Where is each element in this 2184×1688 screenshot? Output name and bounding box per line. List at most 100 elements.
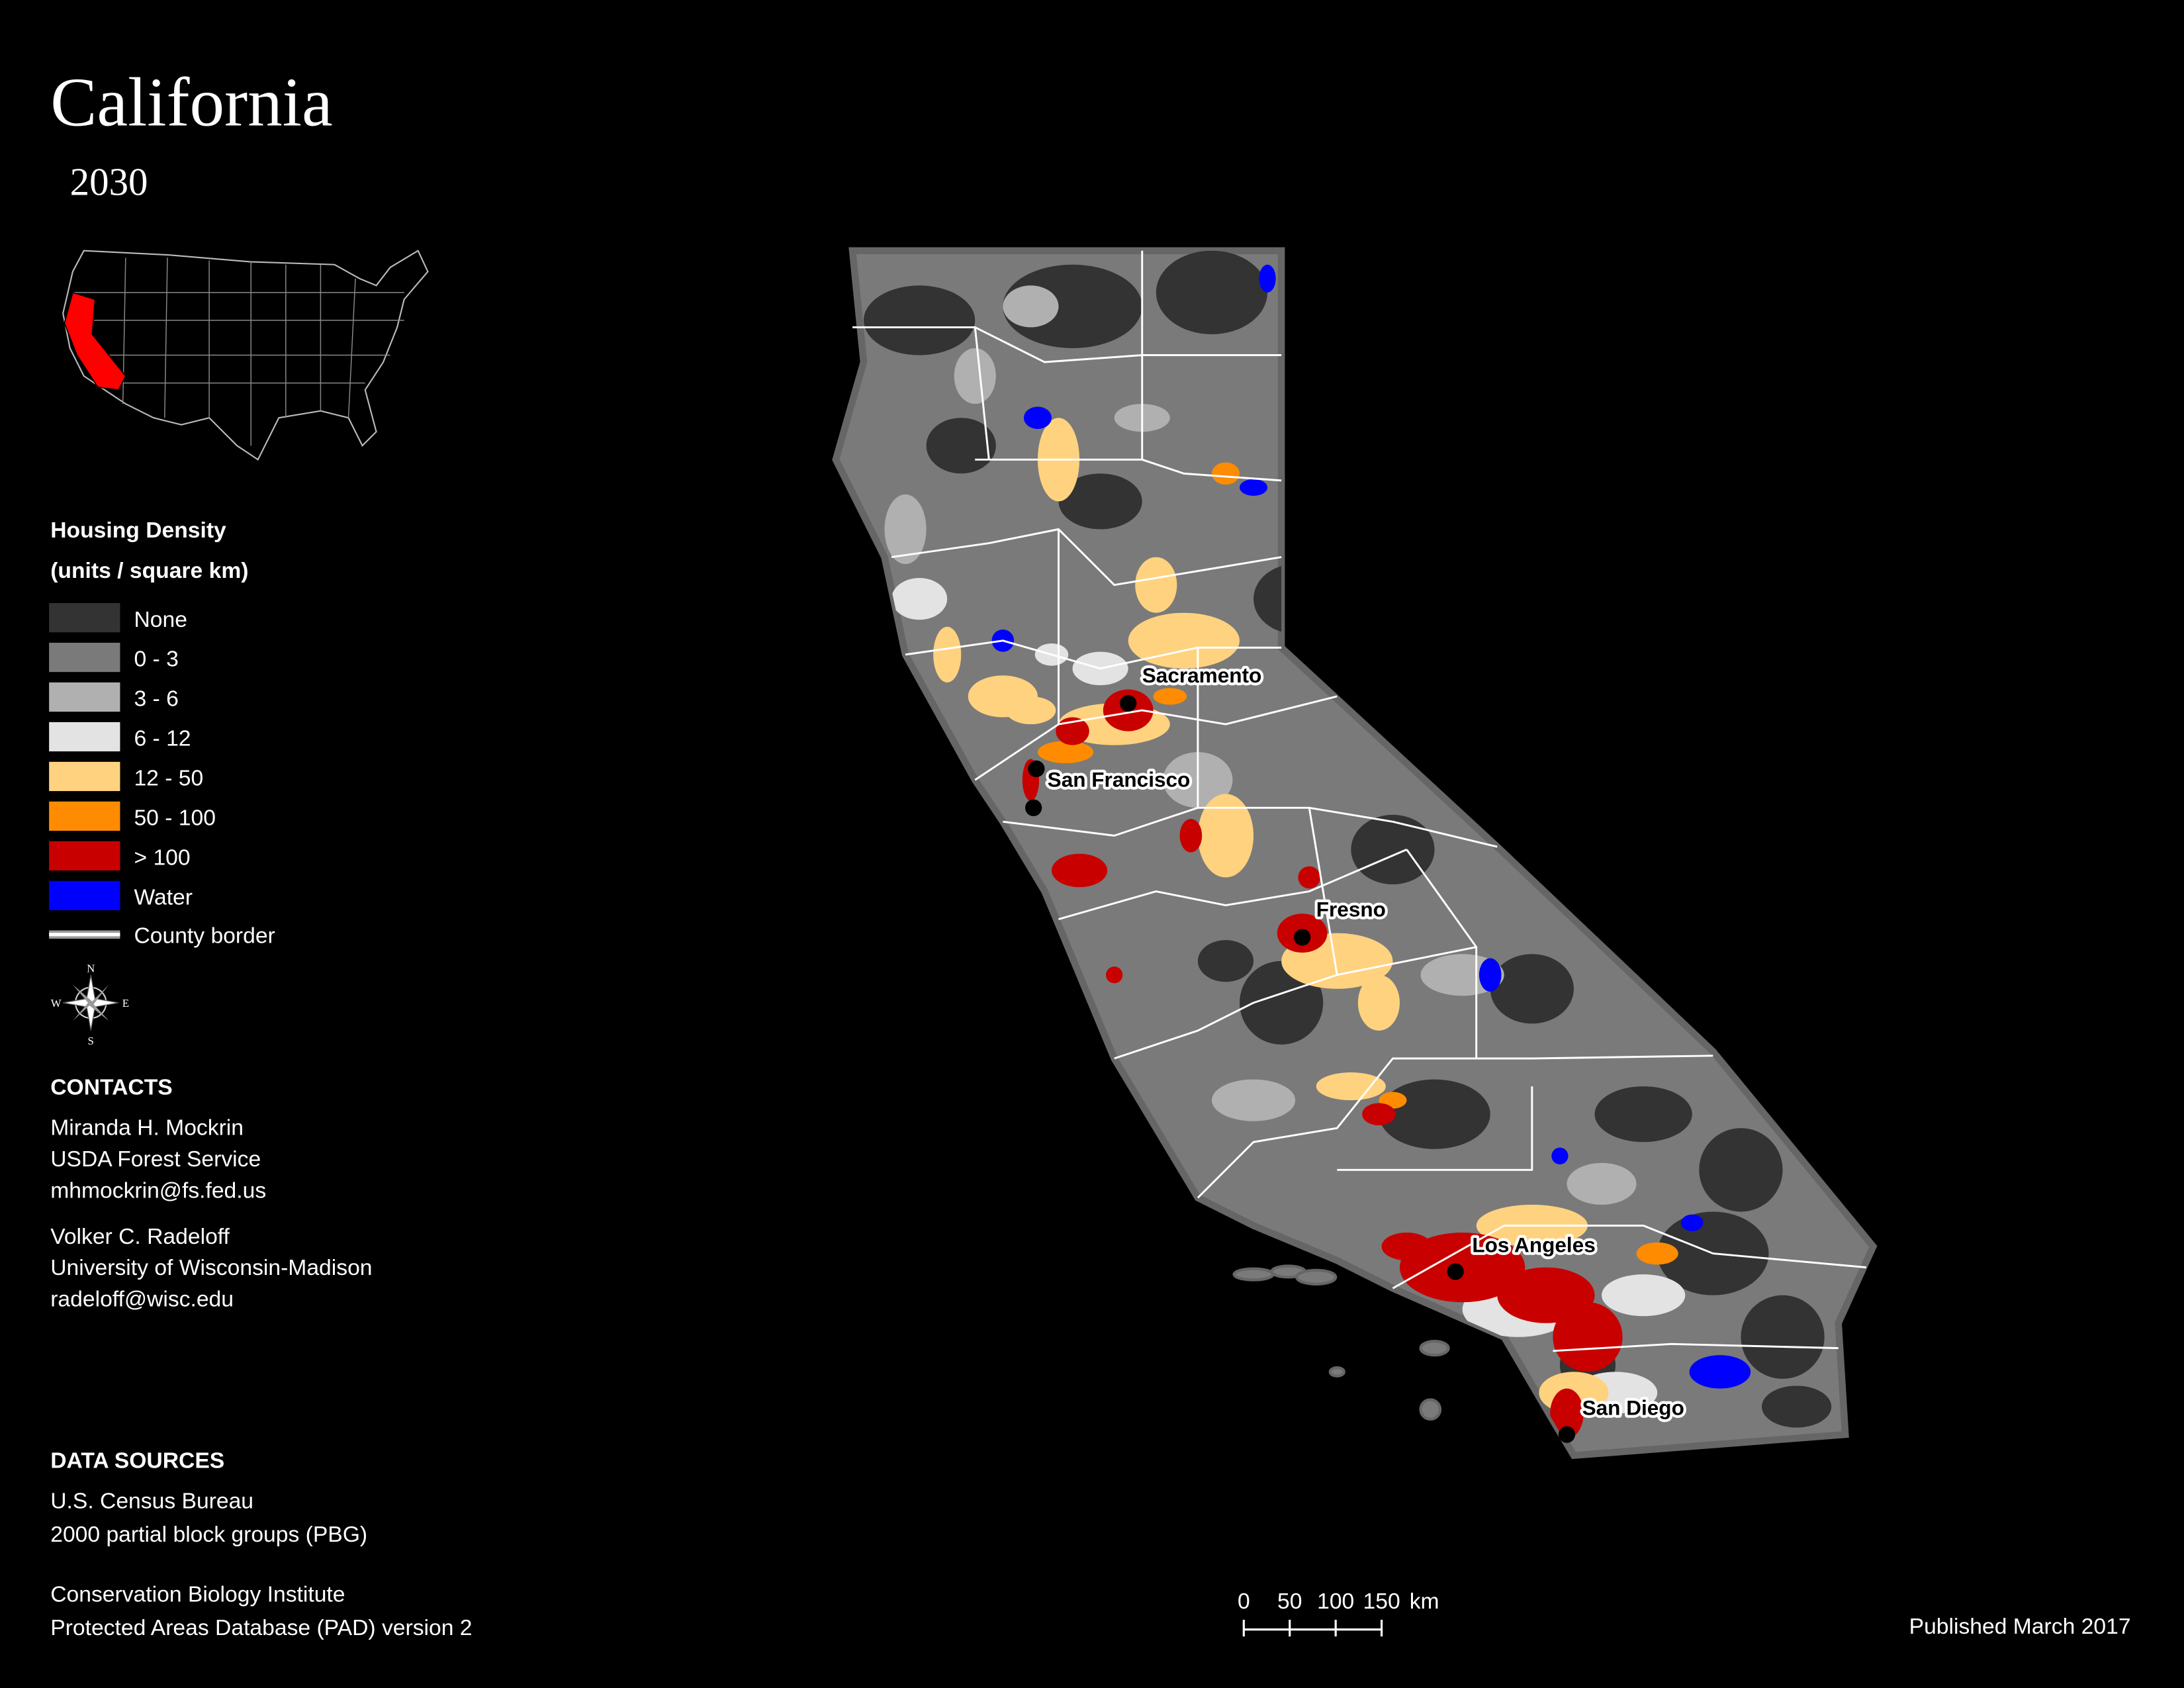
density-area xyxy=(1211,1079,1296,1121)
density-area xyxy=(1023,406,1052,430)
contacts-heading: CONTACTS xyxy=(50,1076,172,1100)
density-area xyxy=(1636,1242,1678,1265)
density-area xyxy=(1381,1233,1432,1261)
density-area xyxy=(1680,1214,1704,1231)
scale-unit: km xyxy=(1410,1589,1439,1614)
density-area xyxy=(1211,462,1240,485)
source-line: Conservation Biology Institute xyxy=(50,1583,345,1607)
legend-label: County border xyxy=(134,923,275,948)
california-map xyxy=(832,247,1878,1460)
legend-label: 6 - 12 xyxy=(134,727,191,751)
density-area xyxy=(1479,958,1502,992)
density-area xyxy=(1240,479,1268,496)
density-area xyxy=(933,626,962,682)
legend: None 0 - 3 3 - 6 6 - 12 12 - 50 50 - 100 > 100… xyxy=(49,603,216,910)
scale-label: 50 xyxy=(1277,1589,1302,1614)
legend-label: > 100 xyxy=(134,846,190,870)
legend-label: 3 - 6 xyxy=(134,687,178,712)
island xyxy=(1419,1340,1450,1357)
city-label: San Diego xyxy=(1582,1396,1684,1420)
density-area xyxy=(1197,940,1254,982)
density-area xyxy=(1689,1355,1751,1389)
density-area xyxy=(1135,557,1177,613)
compass-letter: E xyxy=(122,997,129,1009)
contact-line: University of Wisconsin-Madison xyxy=(50,1256,372,1280)
us-inset xyxy=(62,250,429,461)
density-area xyxy=(1490,954,1574,1024)
density-area xyxy=(863,285,976,355)
sources-heading: DATA SOURCES xyxy=(50,1449,224,1474)
density-area xyxy=(1197,794,1254,878)
island xyxy=(1295,1268,1338,1286)
legend-label: None xyxy=(134,608,187,632)
density-area xyxy=(1762,1385,1832,1428)
california-highlight xyxy=(64,291,126,391)
density-area xyxy=(954,348,996,404)
density-area xyxy=(1259,264,1276,293)
legend-swatch xyxy=(49,722,120,752)
legend-subtitle: (units / square km) xyxy=(50,559,248,583)
density-area xyxy=(1003,285,1059,328)
legend-label: 12 - 50 xyxy=(134,767,203,791)
compass: N E S W xyxy=(51,962,129,1047)
source-line: Protected Areas Database (PAD) version 2 xyxy=(50,1616,472,1640)
density-areas xyxy=(863,250,1832,1439)
scale-label: 150 xyxy=(1363,1589,1400,1614)
density-area xyxy=(1550,1388,1584,1439)
island xyxy=(1419,1398,1442,1421)
legend-swatch xyxy=(49,841,120,870)
contact-line: Miranda H. Mockrin xyxy=(50,1116,244,1141)
city-dot xyxy=(1447,1263,1464,1280)
density-area xyxy=(1051,853,1108,888)
map-subtitle: 2030 xyxy=(70,161,148,204)
contacts: Miranda H. Mockrin USDA Forest Service mhm… xyxy=(50,1116,372,1312)
compass-letter: W xyxy=(51,997,62,1009)
legend-label: 50 - 100 xyxy=(134,806,216,831)
density-area xyxy=(1128,612,1240,669)
density-area xyxy=(1594,1086,1692,1143)
density-area xyxy=(1357,974,1400,1031)
density-area xyxy=(1699,1128,1783,1212)
density-area xyxy=(1058,473,1142,530)
scale-bar: 0 50 100 150 km xyxy=(1238,1589,1439,1637)
legend-swatch xyxy=(49,603,120,633)
island xyxy=(1232,1267,1275,1282)
legend-title: Housing Density xyxy=(50,518,226,543)
density-area xyxy=(1298,866,1321,889)
legend-swatch xyxy=(49,880,120,910)
density-area xyxy=(891,578,948,620)
legend-swatch xyxy=(49,682,120,712)
compass-letter: N xyxy=(87,962,95,975)
density-area xyxy=(1153,688,1187,705)
published-note: Published March 2017 xyxy=(1909,1615,2131,1639)
legend-swatch xyxy=(49,642,120,673)
county-borders xyxy=(852,250,1866,1352)
density-area xyxy=(884,494,927,565)
scale-label: 100 xyxy=(1317,1589,1354,1614)
density-area xyxy=(1741,1295,1825,1379)
island xyxy=(1328,1366,1345,1378)
density-area xyxy=(1106,966,1123,984)
us-state-lines xyxy=(72,258,404,446)
legend-label: 0 - 3 xyxy=(134,647,178,672)
channel-islands xyxy=(1232,1264,1450,1421)
density-area xyxy=(1005,696,1056,725)
density-area xyxy=(1156,250,1268,334)
legend-swatch xyxy=(49,801,120,831)
legend-swatch xyxy=(49,761,120,792)
density-area xyxy=(1037,741,1094,763)
city-markers: Sacramento San Francisco Fresno Los Ange… xyxy=(1025,661,1687,1443)
city-dot xyxy=(1558,1426,1576,1443)
compass-star-minor xyxy=(72,984,109,1021)
source-line: 2000 partial block groups (PBG) xyxy=(50,1523,367,1547)
city-dot xyxy=(1028,760,1045,778)
city-dot xyxy=(1120,694,1137,712)
density-area xyxy=(1003,264,1142,348)
city-label: San Francisco xyxy=(1048,768,1191,792)
density-area xyxy=(1316,1072,1386,1101)
density-area xyxy=(1379,1079,1490,1149)
density-area xyxy=(1602,1274,1686,1317)
city-dot xyxy=(1025,799,1042,816)
contact-line: Volker C. Radeloff xyxy=(50,1225,230,1249)
